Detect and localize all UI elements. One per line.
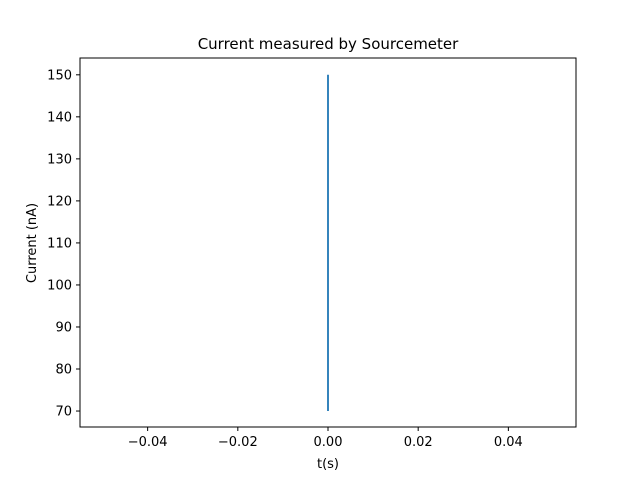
x-tick-label: 0.00 [314, 435, 343, 450]
y-tick-label: 150 [47, 68, 72, 83]
chart-title: Current measured by Sourcemeter [198, 35, 459, 53]
y-tick-label: 80 [55, 363, 72, 378]
y-tick-label: 130 [47, 152, 72, 167]
y-tick-label: 110 [47, 236, 72, 251]
plot-area: −0.04 −0.02 0.00 0.02 0.04 70 80 90 100 110 120 130… [47, 57, 577, 450]
y-tick-label: 90 [55, 320, 72, 335]
x-tick-label: −0.02 [218, 435, 258, 450]
y-tick-label: 120 [47, 194, 72, 209]
y-tick-label: 70 [55, 405, 72, 420]
x-axis-label: t(s) [317, 457, 339, 472]
y-tick-label: 100 [47, 278, 72, 293]
x-tick-label: 0.04 [494, 435, 523, 450]
y-axis-label: Current (nA) [25, 203, 40, 283]
x-tick-label: 0.02 [404, 435, 433, 450]
x-tick-label: −0.04 [128, 435, 168, 450]
y-tick-label: 140 [47, 110, 72, 125]
